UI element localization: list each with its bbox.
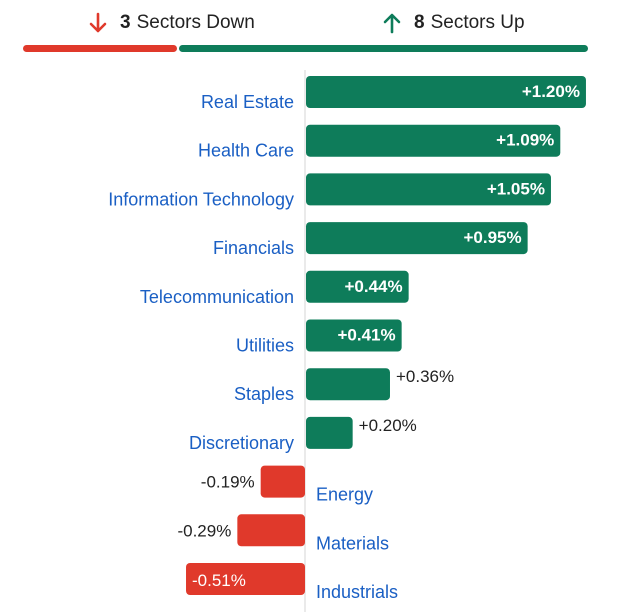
value-label-health-care: +1.09% bbox=[496, 131, 554, 150]
arrow-down-icon bbox=[89, 12, 107, 33]
sector-summary: 3 Sectors Down 8 Sectors Up bbox=[0, 0, 622, 60]
bar-financials bbox=[306, 222, 528, 255]
category-label-information-technology: Information Technology bbox=[108, 189, 294, 209]
value-label-materials: -0.29% bbox=[177, 521, 231, 540]
category-label-energy: Energy bbox=[316, 485, 373, 505]
value-label-utilities: +0.41% bbox=[338, 326, 396, 345]
sectors-down-label: Sectors Down bbox=[136, 12, 255, 33]
sectors-up-count: 8 bbox=[414, 12, 425, 33]
arrow-up-icon bbox=[383, 13, 401, 34]
bar-discretionary bbox=[306, 416, 353, 449]
value-label-industrials: -0.51% bbox=[192, 571, 246, 590]
bar-industrials bbox=[186, 563, 305, 595]
bar-health-care bbox=[306, 124, 561, 157]
value-label-information-technology: +1.05% bbox=[487, 179, 545, 198]
category-label-telecommunication: Telecommunication bbox=[140, 287, 294, 307]
bar-materials bbox=[237, 514, 305, 547]
category-label-staples: Staples bbox=[234, 384, 294, 404]
sectors-down-count: 3 bbox=[120, 12, 131, 33]
up-down-ratio-bar bbox=[23, 45, 588, 52]
bar-energy bbox=[260, 465, 305, 498]
category-label-materials: Materials bbox=[316, 533, 389, 553]
category-label-real-estate: Real Estate bbox=[201, 92, 294, 112]
category-label-health-care: Health Care bbox=[198, 141, 294, 161]
sectors-up-summary: 8 Sectors Up bbox=[380, 8, 525, 38]
value-label-telecommunication: +0.44% bbox=[345, 277, 403, 296]
bar-staples bbox=[306, 368, 390, 401]
sectors-up-label: Sectors Up bbox=[430, 12, 525, 33]
ratio-up-segment bbox=[178, 45, 588, 52]
value-label-energy: -0.19% bbox=[201, 473, 255, 492]
category-label-discretionary: Discretionary bbox=[189, 433, 294, 453]
ratio-down-segment bbox=[23, 45, 177, 52]
bar-telecommunication bbox=[306, 270, 409, 303]
bar-information-technology bbox=[306, 173, 551, 206]
category-label-financials: Financials bbox=[213, 238, 294, 258]
bar-real-estate bbox=[306, 76, 586, 108]
value-label-financials: +0.95% bbox=[463, 228, 521, 247]
value-label-real-estate: +1.20% bbox=[522, 82, 580, 101]
category-label-industrials: Industrials bbox=[316, 582, 398, 602]
sectors-down-summary: 3 Sectors Down bbox=[86, 8, 255, 38]
value-label-staples: +0.36% bbox=[396, 367, 454, 386]
bar-utilities bbox=[306, 319, 402, 352]
category-label-utilities: Utilities bbox=[236, 336, 294, 356]
value-label-discretionary: +0.20% bbox=[359, 416, 417, 435]
